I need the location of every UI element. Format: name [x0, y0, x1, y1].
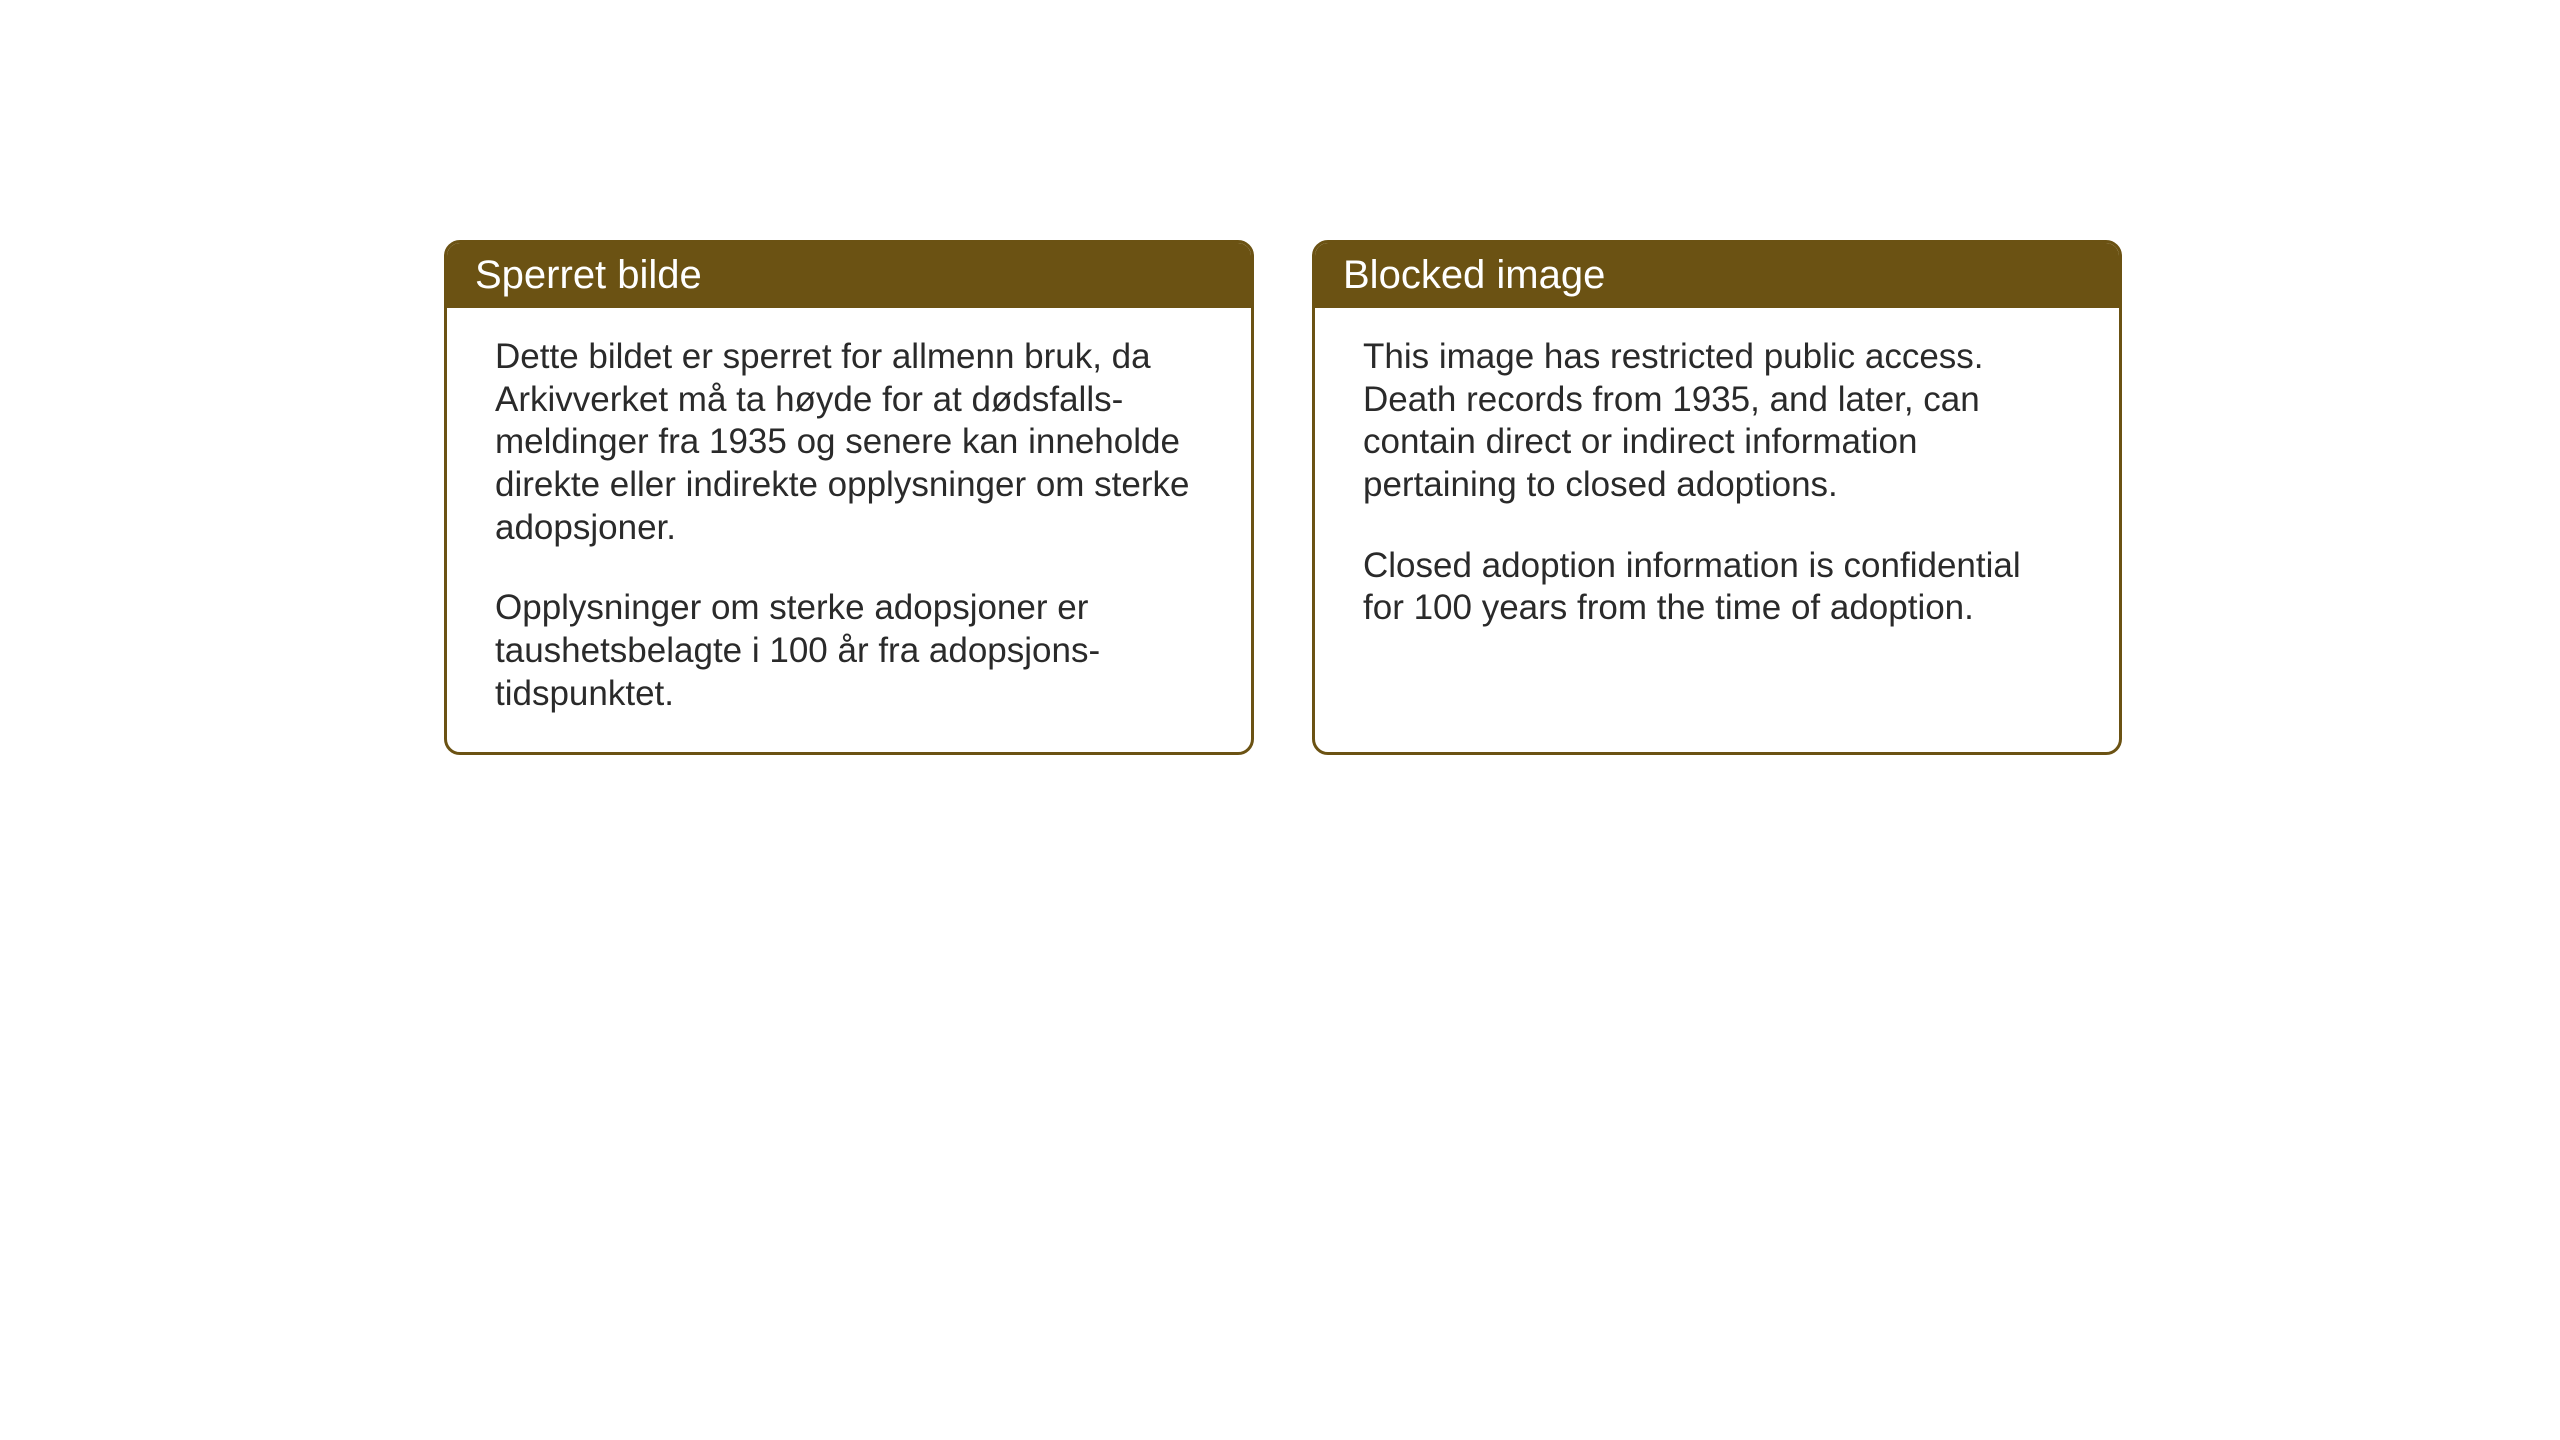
norwegian-card-body: Dette bildet er sperret for allmenn bruk… [447, 308, 1251, 752]
english-card-body: This image has restricted public access.… [1315, 308, 2119, 666]
norwegian-paragraph-2: Opplysninger om sterke adopsjoner er tau… [495, 587, 1203, 715]
english-paragraph-1: This image has restricted public access.… [1363, 336, 2071, 507]
norwegian-notice-card: Sperret bilde Dette bildet er sperret fo… [444, 240, 1254, 755]
norwegian-card-header: Sperret bilde [447, 243, 1251, 308]
notice-container: Sperret bilde Dette bildet er sperret fo… [444, 240, 2122, 755]
english-paragraph-2: Closed adoption information is confident… [1363, 545, 2071, 630]
english-card-header: Blocked image [1315, 243, 2119, 308]
norwegian-paragraph-1: Dette bildet er sperret for allmenn bruk… [495, 336, 1203, 549]
norwegian-card-title: Sperret bilde [475, 253, 702, 297]
english-notice-card: Blocked image This image has restricted … [1312, 240, 2122, 755]
english-card-title: Blocked image [1343, 253, 1605, 297]
